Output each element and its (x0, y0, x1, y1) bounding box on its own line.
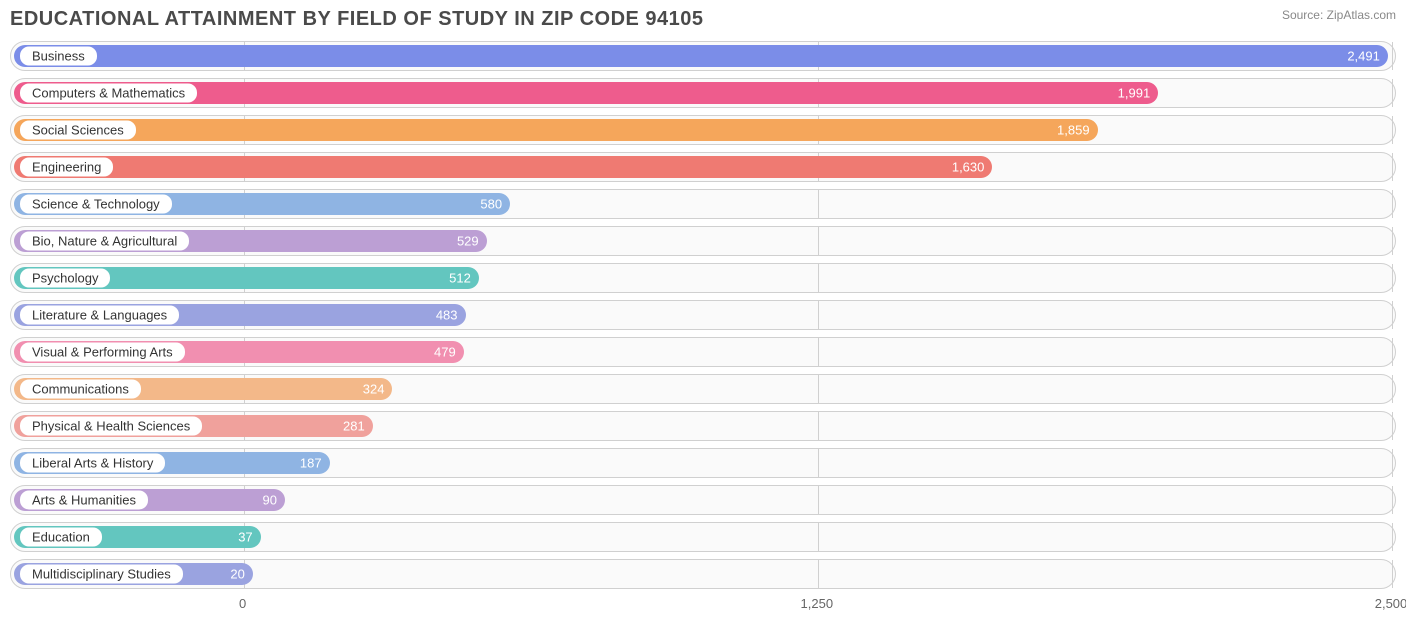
x-axis-tick: 0 (239, 596, 246, 611)
gridline (1392, 116, 1393, 144)
bar-row: Engineering 1,630 (10, 152, 1396, 182)
bar-row: Liberal Arts & History 187 (10, 448, 1396, 478)
bar-row: Literature & Languages 483 (10, 300, 1396, 330)
category-pill: Business (19, 46, 98, 67)
value-label: 479 (434, 345, 456, 360)
value-label: 1,630 (952, 160, 985, 175)
category-pill: Visual & Performing Arts (19, 342, 186, 363)
value-label: 281 (343, 419, 365, 434)
bar-row: Bio, Nature & Agricultural 529 (10, 226, 1396, 256)
category-pill: Education (19, 527, 103, 548)
gridline (1392, 338, 1393, 366)
value-label: 1,991 (1118, 86, 1151, 101)
value-label: 37 (238, 530, 252, 545)
gridline (1392, 560, 1393, 588)
chart-header: EDUCATIONAL ATTAINMENT BY FIELD OF STUDY… (10, 8, 1396, 31)
gridline (1392, 449, 1393, 477)
value-label: 90 (263, 493, 277, 508)
value-label: 512 (449, 271, 471, 286)
category-pill: Communications (19, 379, 142, 400)
gridline (818, 560, 819, 588)
gridline (818, 412, 819, 440)
gridline (818, 264, 819, 292)
bar-row: Communications 324 (10, 374, 1396, 404)
category-pill: Liberal Arts & History (19, 453, 166, 474)
bar-row: Multidisciplinary Studies 20 (10, 559, 1396, 589)
gridline (1392, 79, 1393, 107)
bar-row: Social Sciences 1,859 (10, 115, 1396, 145)
gridline (1392, 42, 1393, 70)
gridline (1392, 486, 1393, 514)
bar-row: Visual & Performing Arts 479 (10, 337, 1396, 367)
gridline (1392, 523, 1393, 551)
bar-row: Science & Technology 580 (10, 189, 1396, 219)
category-pill: Bio, Nature & Agricultural (19, 231, 190, 252)
x-axis-tick: 2,500 (1375, 596, 1406, 611)
bar-row: Psychology 512 (10, 263, 1396, 293)
chart-container: EDUCATIONAL ATTAINMENT BY FIELD OF STUDY… (0, 0, 1406, 622)
category-pill: Literature & Languages (19, 305, 180, 326)
value-label: 1,859 (1057, 123, 1090, 138)
bar-fill (14, 45, 1388, 67)
gridline (1392, 227, 1393, 255)
bar-row: Business 2,491 (10, 41, 1396, 71)
category-pill: Multidisciplinary Studies (19, 564, 184, 585)
gridline (1392, 375, 1393, 403)
bar-row: Physical & Health Sciences 281 (10, 411, 1396, 441)
category-pill: Science & Technology (19, 194, 173, 215)
gridline (818, 486, 819, 514)
category-pill: Arts & Humanities (19, 490, 149, 511)
category-pill: Psychology (19, 268, 111, 289)
value-label: 580 (480, 197, 502, 212)
category-pill: Computers & Mathematics (19, 83, 198, 104)
gridline (818, 523, 819, 551)
bar-fill (14, 119, 1098, 141)
gridline (1392, 264, 1393, 292)
bar-row: Arts & Humanities 90 (10, 485, 1396, 515)
gridline (818, 338, 819, 366)
value-label: 2,491 (1347, 49, 1380, 64)
gridline (1392, 412, 1393, 440)
value-label: 529 (457, 234, 479, 249)
gridline (1392, 153, 1393, 181)
gridline (818, 449, 819, 477)
plot-area: Business 2,491 Computers & Mathematics 1,99… (10, 41, 1396, 589)
gridline (1392, 190, 1393, 218)
x-axis: 01,2502,500 (10, 596, 1396, 618)
value-label: 20 (230, 567, 244, 582)
category-pill: Physical & Health Sciences (19, 416, 203, 437)
bar-row: Education 37 (10, 522, 1396, 552)
gridline (818, 227, 819, 255)
bar-row: Computers & Mathematics 1,991 (10, 78, 1396, 108)
gridline (818, 375, 819, 403)
value-label: 324 (363, 382, 385, 397)
gridline (818, 190, 819, 218)
gridline (818, 301, 819, 329)
value-label: 187 (300, 456, 322, 471)
bar-fill (14, 156, 992, 178)
value-label: 483 (436, 308, 458, 323)
gridline (1392, 301, 1393, 329)
chart-title: EDUCATIONAL ATTAINMENT BY FIELD OF STUDY… (10, 8, 704, 31)
source-attribution: Source: ZipAtlas.com (1282, 8, 1396, 22)
category-pill: Social Sciences (19, 120, 137, 141)
x-axis-tick: 1,250 (801, 596, 834, 611)
category-pill: Engineering (19, 157, 114, 178)
